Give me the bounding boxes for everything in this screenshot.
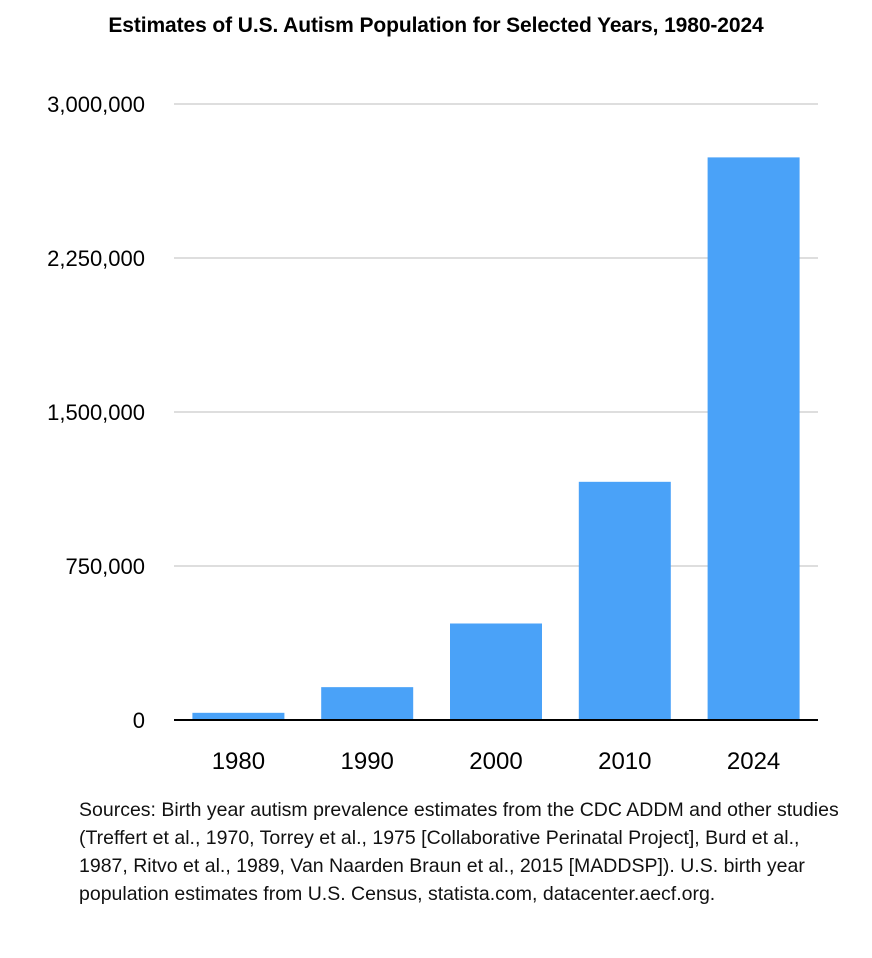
y-tick-label: 2,250,000 (47, 246, 145, 271)
x-tick-label: 1990 (341, 748, 394, 775)
x-axis-tick-labels: 1980 1990 2000 2010 2024 (212, 748, 781, 775)
bar-2000 (450, 623, 542, 720)
x-tick-label: 2000 (469, 748, 522, 775)
y-tick-label: 3,000,000 (47, 92, 145, 117)
bar-2024 (707, 157, 800, 721)
chart-title: Estimates of U.S. Autism Population for … (108, 14, 764, 37)
sources-note: Sources: Birth year autism prevalence es… (79, 799, 839, 905)
bars (192, 157, 800, 721)
y-tick-label: 0 (133, 708, 145, 733)
bar-1980 (192, 712, 285, 720)
y-tick-label: 1,500,000 (47, 400, 145, 425)
x-tick-label: 1980 (212, 748, 265, 775)
x-tick-label: 2010 (598, 748, 651, 775)
bar-1990 (321, 687, 414, 720)
bar-2010 (578, 481, 671, 720)
y-axis-tick-labels: 0 750,000 1,500,000 2,250,000 3,000,000 (47, 92, 145, 733)
x-tick-label: 2024 (727, 748, 780, 775)
y-tick-label: 750,000 (65, 554, 145, 579)
